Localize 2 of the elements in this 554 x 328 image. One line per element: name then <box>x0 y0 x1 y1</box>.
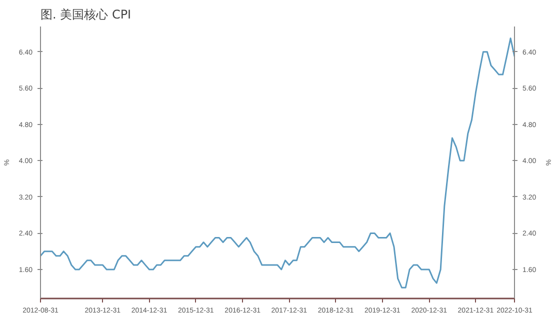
line-series <box>40 38 514 288</box>
chart-title: 图. 美国核心 CPI <box>40 8 132 22</box>
